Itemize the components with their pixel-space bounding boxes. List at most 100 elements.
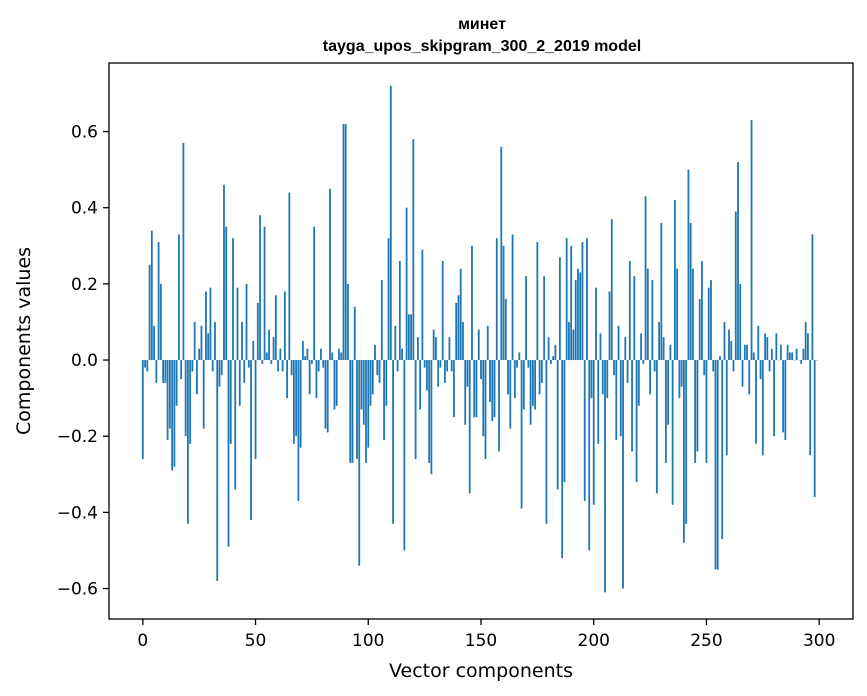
bar-211 <box>617 325 620 361</box>
bar-261 <box>730 341 733 361</box>
bar-248 <box>701 261 703 361</box>
bar-154 <box>489 360 491 402</box>
chart-title: минет <box>458 16 506 33</box>
bar-49 <box>252 341 255 361</box>
bar-218 <box>633 276 636 361</box>
bar-264 <box>737 162 739 361</box>
bar-178 <box>543 276 546 361</box>
bar-69 <box>297 360 300 501</box>
bar-232 <box>664 360 667 463</box>
bar-111 <box>392 360 394 524</box>
bar-225 <box>649 360 651 395</box>
bar-274 <box>759 360 762 380</box>
bar-39 <box>229 360 232 444</box>
bar-28 <box>205 291 207 361</box>
bars-group <box>141 85 818 593</box>
bar-52 <box>259 215 261 361</box>
bar-259 <box>725 360 728 456</box>
bar-85 <box>333 360 336 410</box>
bar-16 <box>177 234 180 361</box>
bar-73 <box>306 348 309 361</box>
bar-100 <box>367 360 370 448</box>
bar-133 <box>441 261 444 361</box>
bar-97 <box>360 360 363 410</box>
bar-114 <box>398 261 401 361</box>
bar-208 <box>610 219 613 361</box>
bar-293 <box>802 348 805 361</box>
bar-77 <box>315 360 318 399</box>
bar-231 <box>662 337 665 361</box>
bar-212 <box>619 360 622 437</box>
y-tick-label: 0.6 <box>71 123 98 143</box>
bar-44 <box>241 321 243 361</box>
bar-255 <box>716 360 719 570</box>
bar-200 <box>592 360 595 505</box>
bar-195 <box>581 241 584 361</box>
bar-14 <box>173 360 176 467</box>
bar-109 <box>387 238 390 361</box>
bar-147 <box>473 360 476 418</box>
bar-88 <box>340 352 343 361</box>
bar-0 <box>141 360 144 460</box>
bar-130 <box>435 337 437 361</box>
bar-45 <box>243 360 246 383</box>
bar-235 <box>671 360 674 505</box>
bar-207 <box>608 291 611 361</box>
bar-93 <box>351 360 354 463</box>
bar-191 <box>572 329 575 361</box>
bar-172 <box>529 360 532 425</box>
bar-157 <box>495 238 498 361</box>
bar-26 <box>200 325 203 361</box>
bar-140 <box>457 295 460 361</box>
bar-285 <box>784 360 787 441</box>
bar-56 <box>268 329 270 361</box>
bar-272 <box>755 360 757 444</box>
bar-128 <box>430 360 433 475</box>
bar-106 <box>380 280 383 361</box>
bar-82 <box>326 360 329 433</box>
bar-173 <box>531 360 534 406</box>
bar-164 <box>511 234 514 361</box>
x-tick-label: 300 <box>803 631 835 651</box>
bar-33 <box>216 360 219 581</box>
bar-271 <box>752 352 755 361</box>
bar-158 <box>498 360 500 452</box>
bar-298 <box>813 360 816 498</box>
bar-286 <box>786 344 789 361</box>
bar-210 <box>615 360 618 441</box>
bar-30 <box>209 287 212 361</box>
plot-frame <box>108 62 854 620</box>
bar-233 <box>667 360 670 425</box>
bar-187 <box>563 360 566 482</box>
chart-subtitle: tayga_upos_skipgram_300_2_2019 model <box>323 38 641 55</box>
bar-96 <box>358 360 361 566</box>
bar-217 <box>631 360 633 452</box>
bar-144 <box>466 360 469 387</box>
bar-266 <box>741 360 744 387</box>
bar-213 <box>622 360 624 589</box>
bar-137 <box>450 360 453 372</box>
bar-46 <box>245 283 248 361</box>
bar-275 <box>761 360 764 456</box>
bar-38 <box>227 360 230 547</box>
bar-91 <box>347 283 349 361</box>
bar-149 <box>477 329 480 361</box>
bar-181 <box>549 360 552 364</box>
bar-68 <box>295 360 298 437</box>
bar-186 <box>561 360 564 559</box>
bar-47 <box>247 360 250 368</box>
bar-193 <box>577 268 579 361</box>
bar-107 <box>383 360 385 441</box>
bar-22 <box>191 360 194 372</box>
bar-199 <box>590 360 593 399</box>
bar-134 <box>444 360 446 383</box>
bar-296 <box>809 360 812 456</box>
bar-2 <box>146 360 149 372</box>
bar-148 <box>475 360 478 418</box>
bar-37 <box>225 226 228 361</box>
bar-135 <box>446 360 449 372</box>
bar-201 <box>595 287 597 361</box>
bar-203 <box>599 333 602 361</box>
bar-152 <box>484 360 487 460</box>
